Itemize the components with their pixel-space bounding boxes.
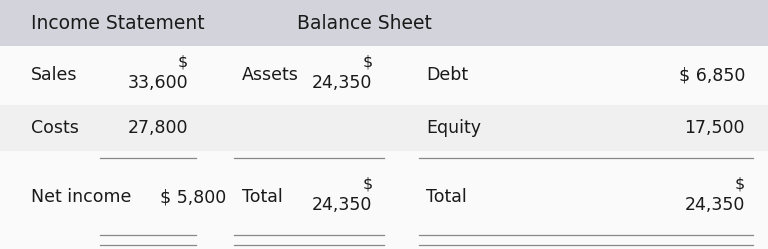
Text: $: $ (362, 176, 372, 191)
FancyBboxPatch shape (0, 0, 768, 46)
Text: $ 5,800: $ 5,800 (161, 188, 227, 206)
FancyBboxPatch shape (0, 46, 768, 105)
Text: Income Statement: Income Statement (31, 13, 204, 33)
Text: Net income: Net income (31, 188, 131, 206)
Text: Debt: Debt (426, 66, 468, 84)
Text: Equity: Equity (426, 119, 482, 137)
Text: 33,600: 33,600 (127, 74, 188, 92)
Text: Total: Total (242, 188, 283, 206)
FancyBboxPatch shape (0, 151, 768, 249)
Text: 17,500: 17,500 (684, 119, 745, 137)
Text: 27,800: 27,800 (127, 119, 188, 137)
Text: $: $ (178, 54, 188, 69)
Text: $ 6,850: $ 6,850 (679, 66, 745, 84)
Text: 24,350: 24,350 (684, 196, 745, 214)
Text: $: $ (362, 54, 372, 69)
Text: Sales: Sales (31, 66, 78, 84)
Text: $: $ (735, 176, 745, 191)
Text: Costs: Costs (31, 119, 78, 137)
Text: Total: Total (426, 188, 467, 206)
FancyBboxPatch shape (0, 105, 768, 151)
Text: Assets: Assets (242, 66, 299, 84)
Text: Balance Sheet: Balance Sheet (297, 13, 432, 33)
Text: 24,350: 24,350 (312, 74, 372, 92)
Text: 24,350: 24,350 (312, 196, 372, 214)
